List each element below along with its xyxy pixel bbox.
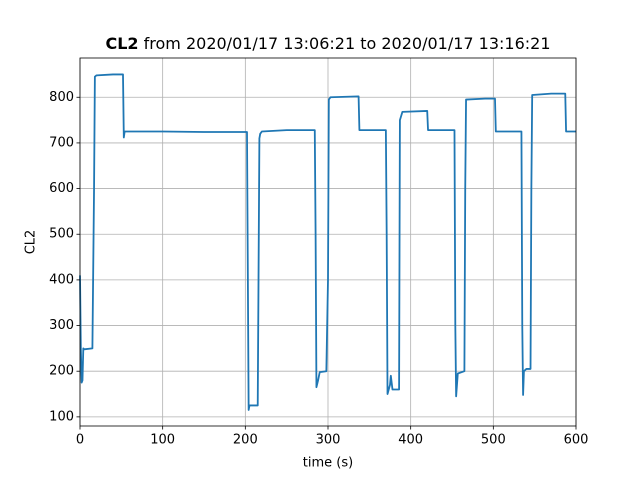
x-axis-label: time (s): [303, 456, 353, 471]
y-tick-label: 500: [49, 227, 74, 242]
y-tick-label: 300: [49, 318, 74, 333]
plot: [79, 73, 576, 411]
x-tick-label: 0: [76, 433, 84, 448]
x-tick-label: 300: [316, 433, 341, 448]
y-tick-label: 100: [49, 409, 74, 424]
y-tick-label: 800: [49, 90, 74, 105]
y-tick-label: 400: [49, 272, 74, 287]
x-tick-label: 100: [150, 433, 175, 448]
y-tick-label: 200: [49, 364, 74, 379]
y-tick-label: 700: [49, 135, 74, 150]
title-name: CL2: [105, 34, 138, 53]
x-tick-label: 400: [398, 433, 423, 448]
title-text: from 2020/01/17 13:06:21 to 2020/01/17 1…: [144, 34, 551, 53]
x-tick-label: 200: [233, 433, 258, 448]
x-tick-label: 600: [564, 433, 589, 448]
chart-title: CL2 from 2020/01/17 13:06:21 to 2020/01/…: [105, 34, 550, 53]
x-tick-label: 500: [481, 433, 506, 448]
ticks: 0 100 200 300 400 500 600100200300400500600700…: [49, 90, 588, 448]
y-tick-label: 600: [49, 181, 74, 196]
data-line: [79, 73, 576, 411]
y-axis-label: CL2: [24, 230, 39, 255]
